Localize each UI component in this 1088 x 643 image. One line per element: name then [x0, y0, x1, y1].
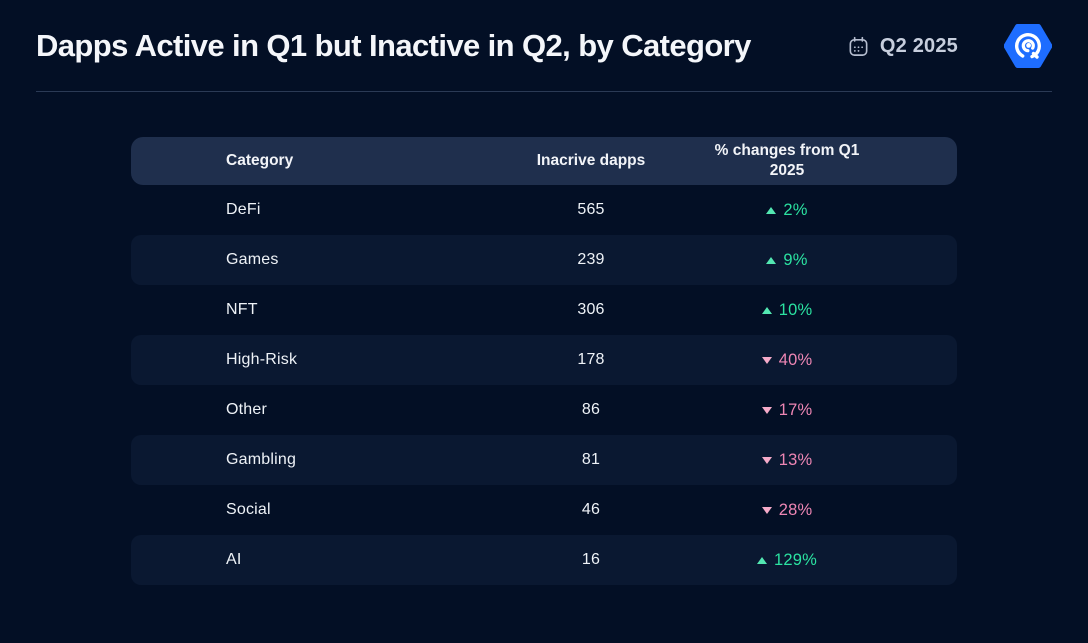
change-value: 9% — [783, 250, 808, 269]
inactive-count-cell: 16 — [581, 551, 601, 568]
category-cell: Gambling — [226, 451, 297, 468]
change-cell: 17% — [711, 401, 957, 420]
trend-down-icon — [761, 356, 772, 364]
change-cell: 28% — [711, 501, 957, 520]
inactive-count-cell: 178 — [577, 351, 605, 368]
trend-down-icon — [761, 506, 772, 514]
category-cell: DeFi — [226, 201, 261, 218]
trend-down-icon — [761, 456, 772, 464]
change-cell: 129% — [711, 551, 957, 570]
calendar-icon — [849, 36, 868, 56]
category-cell: NFT — [226, 301, 258, 318]
category-cell: Other — [226, 401, 268, 418]
inactive-count-cell: 306 — [577, 301, 605, 318]
change-cell: 10% — [711, 301, 957, 320]
category-table: Category Inacrive dapps % changes from Q… — [131, 137, 957, 585]
inactive-count-cell: 239 — [577, 251, 605, 268]
change-cell: 9% — [711, 251, 957, 270]
trend-up-icon — [766, 206, 777, 214]
trend-down-icon — [761, 406, 772, 414]
table-row: AI 16 129% — [131, 535, 957, 585]
table-row: Other 86 17% — [131, 385, 957, 435]
change-cell: 13% — [711, 451, 957, 470]
table-row: NFT 306 10% — [131, 285, 957, 335]
inactive-count-cell: 86 — [581, 401, 601, 418]
period-label: Q2 2025 — [879, 34, 958, 57]
category-cell: AI — [226, 551, 242, 568]
category-cell: Social — [226, 501, 271, 518]
inactive-count-cell: 81 — [581, 451, 601, 468]
table-row: High-Risk 178 40% — [131, 335, 957, 385]
change-value: 13% — [778, 450, 813, 469]
table-header-row: Category Inacrive dapps % changes from Q… — [131, 137, 957, 185]
column-header-change: % changes from Q1 2025 — [714, 142, 860, 179]
change-value: 10% — [778, 300, 813, 319]
table-row: DeFi 565 2% — [131, 185, 957, 235]
change-cell: 2% — [711, 201, 957, 220]
trend-up-icon — [761, 306, 772, 314]
change-cell: 40% — [711, 351, 957, 370]
inactive-count-cell: 565 — [577, 201, 605, 218]
dappradar-logo-icon — [1004, 24, 1052, 68]
header-right: Q2 2025 — [847, 22, 1052, 70]
column-header-inactive-dapps: Inacrive dapps — [536, 152, 646, 169]
table-row: Gambling 81 13% — [131, 435, 957, 485]
change-value: 40% — [778, 350, 813, 369]
change-value: 129% — [773, 550, 817, 569]
change-value: 28% — [778, 500, 813, 519]
table-row: Social 46 28% — [131, 485, 957, 535]
page-title: Dapps Active in Q1 but Inactive in Q2, b… — [36, 28, 751, 64]
table-body: DeFi 565 2% Games 239 9% NFT 306 10% High-Risk 178… — [131, 185, 957, 585]
change-value: 2% — [783, 200, 808, 219]
header: Dapps Active in Q1 but Inactive in Q2, b… — [0, 0, 1088, 70]
category-cell: High-Risk — [226, 351, 298, 368]
table-row: Games 239 9% — [131, 235, 957, 285]
category-cell: Games — [226, 251, 279, 268]
trend-up-icon — [756, 556, 767, 564]
column-header-category: Category — [226, 152, 294, 169]
header-divider — [36, 91, 1052, 92]
change-value: 17% — [778, 400, 813, 419]
inactive-count-cell: 46 — [581, 501, 601, 518]
period-badge: Q2 2025 — [847, 35, 958, 58]
trend-up-icon — [766, 256, 777, 264]
